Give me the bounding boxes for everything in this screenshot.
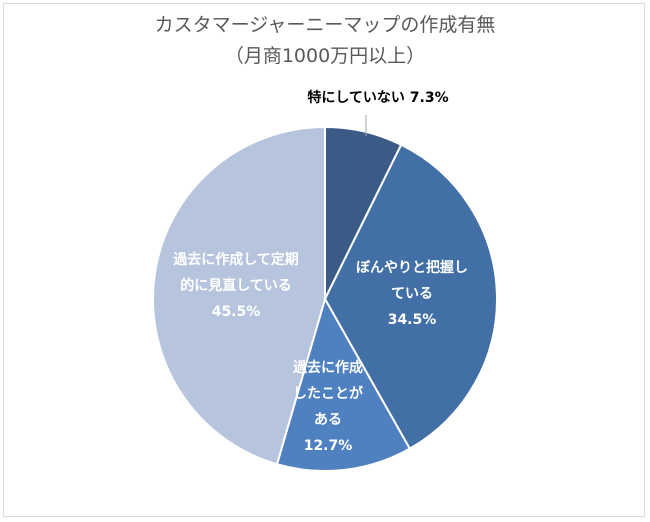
label-regularly-review-line: 45.5% bbox=[212, 304, 261, 320]
label-regularly-review: 過去に作成して定期的に見直している 45.5% bbox=[172, 251, 299, 320]
label-not-doing-line: 特にしていない 7.3% bbox=[307, 89, 448, 106]
label-vaguely-grasp-line: 34.5% bbox=[388, 312, 437, 328]
slice-vaguely-grasp bbox=[323, 143, 498, 451]
label-created-before-line: 過去に作成 bbox=[292, 359, 363, 376]
label-created-before-line: したことが bbox=[293, 385, 364, 402]
label-regularly-review-line: 過去に作成して定期 bbox=[172, 251, 299, 268]
slice-regularly-review bbox=[152, 125, 326, 466]
label-created-before-line: 12.7% bbox=[304, 438, 353, 454]
label-created-before-line: ある bbox=[314, 412, 342, 428]
chart-subtitle: （月商1000万円以上） bbox=[224, 45, 426, 67]
label-not-doing: 特にしていない 7.3% bbox=[307, 89, 448, 106]
chart-title: カスタマージャーニーマップの作成有無 bbox=[154, 14, 496, 36]
label-created-before: 過去に作成したことがある 12.7% bbox=[292, 359, 364, 454]
slice-created-before bbox=[275, 296, 412, 472]
label-regularly-review-line: 的に見直している bbox=[180, 277, 292, 294]
label-vaguely-grasp-line: ぼんやりと把握し bbox=[356, 259, 468, 276]
label-vaguely-grasp-line: ている bbox=[391, 286, 433, 302]
label-vaguely-grasp: ぼんやりと把握している 34.5% bbox=[356, 259, 468, 328]
